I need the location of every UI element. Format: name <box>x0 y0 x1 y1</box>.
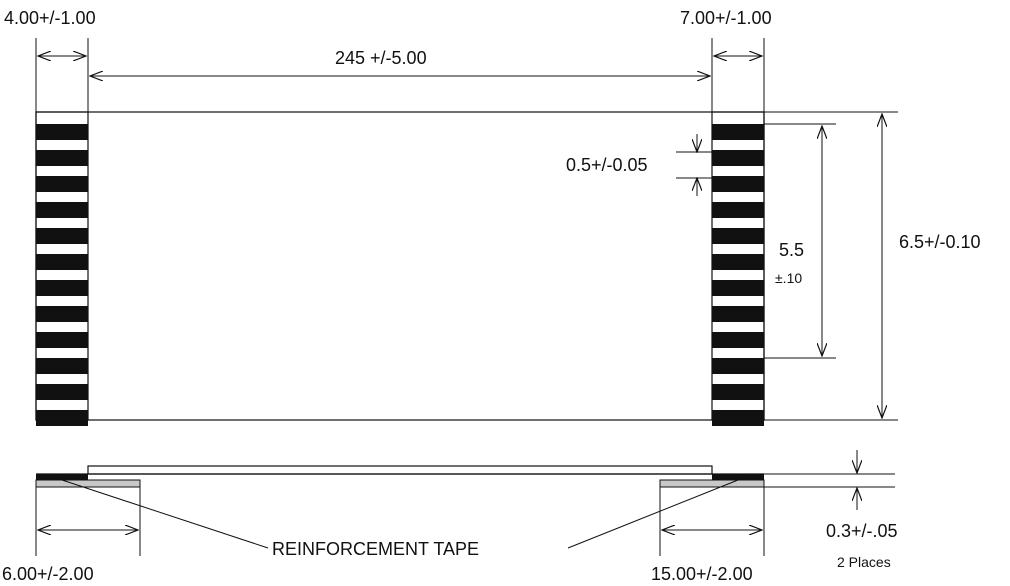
contact-stripe <box>36 150 88 166</box>
left-reinforcement-tape <box>35 479 141 488</box>
dim-overall-length: 245 +/-5.00 <box>90 48 710 76</box>
contact-stripe <box>36 176 88 192</box>
contact-stripe <box>712 202 764 218</box>
contact-stripe <box>36 228 88 244</box>
contact-stripe <box>36 202 88 218</box>
dim-thickness: 0.3+/-.05 2 Places <box>764 450 898 570</box>
contact-stripe <box>36 358 88 374</box>
pitch-label: 0.5+/-0.05 <box>566 155 648 175</box>
overall-length-label: 245 +/-5.00 <box>335 48 427 68</box>
right-tape-length-label: 15.00+/-2.00 <box>651 564 753 584</box>
contact-stripe <box>712 176 764 192</box>
right-contact-side <box>712 474 764 480</box>
contact-span-tolerance: ±.10 <box>775 270 802 286</box>
left-contact-width-label: 4.00+/-1.00 <box>4 8 96 28</box>
contact-stripe <box>712 332 764 348</box>
film-body <box>87 465 713 475</box>
overall-width-label: 6.5+/-0.10 <box>899 232 981 252</box>
dim-right-tape-length: 15.00+/-2.00 <box>651 487 765 584</box>
dim-pitch: 0.5+/-0.05 <box>566 134 712 196</box>
reinforcement-tape-label: REINFORCEMENT TAPE <box>272 539 479 559</box>
side-view <box>35 465 765 488</box>
dim-left-contact-width: 4.00+/-1.00 <box>4 8 96 112</box>
dim-left-tape-length: 6.00+/-2.00 <box>2 487 141 584</box>
contact-stripe <box>36 410 88 426</box>
left-tape-length-label: 6.00+/-2.00 <box>2 564 94 584</box>
contact-stripe <box>712 228 764 244</box>
cable-body-outline <box>35 111 765 421</box>
right-reinforcement-tape <box>659 479 765 488</box>
left-contact-stripes <box>36 124 88 426</box>
dim-right-contact-width: 7.00+/-1.00 <box>680 8 772 112</box>
contact-stripe <box>712 150 764 166</box>
contact-stripe <box>712 358 764 374</box>
top-view <box>35 111 765 426</box>
right-contact-stripes <box>712 124 764 426</box>
contact-stripe <box>712 306 764 322</box>
contact-stripe <box>712 280 764 296</box>
contact-stripe <box>36 254 88 270</box>
contact-stripe <box>36 280 88 296</box>
contact-stripe <box>36 384 88 400</box>
contact-stripe <box>36 306 88 322</box>
contact-stripe <box>712 124 764 140</box>
contact-stripe <box>712 254 764 270</box>
left-contact-side <box>36 474 88 480</box>
contact-span-value: 5.5 <box>779 240 804 260</box>
right-contact-width-label: 7.00+/-1.00 <box>680 8 772 28</box>
contact-stripe <box>712 384 764 400</box>
contact-stripe <box>712 410 764 426</box>
contact-stripe <box>36 332 88 348</box>
dim-contact-span: 5.5 ±.10 <box>764 123 836 359</box>
contact-stripe <box>36 124 88 140</box>
reinforcement-tape-callout: REINFORCEMENT TAPE <box>61 479 739 559</box>
thickness-note: 2 Places <box>837 554 891 570</box>
dim-overall-width: 6.5+/-0.10 <box>764 111 981 421</box>
thickness-label: 0.3+/-.05 <box>826 521 898 541</box>
